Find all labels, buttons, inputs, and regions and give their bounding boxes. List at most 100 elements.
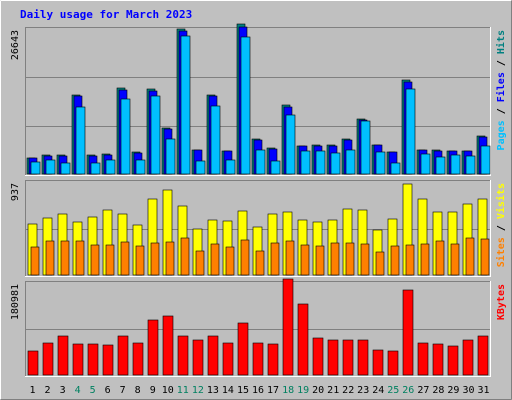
bar-pages-day-6 xyxy=(105,159,116,175)
bar-sites-day-6 xyxy=(105,244,115,276)
bar-kbytes-day-10 xyxy=(162,315,174,376)
day-label: 25 xyxy=(387,385,399,396)
day-label: 21 xyxy=(327,385,339,396)
panel-traffic-legend: Pages / Files / Hits xyxy=(495,30,507,150)
day-label: 17 xyxy=(267,385,279,396)
legend-entry-kbytes: KBytes xyxy=(496,284,507,320)
panel-kbytes-bars xyxy=(27,278,489,376)
bar-kbytes-day-6 xyxy=(102,344,114,376)
bar-kbytes-day-20 xyxy=(312,337,324,376)
bar-sites-day-31 xyxy=(480,238,490,276)
bar-pages-day-24 xyxy=(375,151,386,175)
day-label: 9 xyxy=(150,385,156,396)
bar-pages-day-15 xyxy=(240,36,251,175)
bar-pages-day-17 xyxy=(270,160,281,175)
day-label: 13 xyxy=(207,385,219,396)
bar-pages-day-11 xyxy=(180,35,191,175)
bar-kbytes-day-8 xyxy=(132,342,144,376)
day-label: 8 xyxy=(135,385,141,396)
bar-sites-day-30 xyxy=(465,237,475,276)
day-label: 6 xyxy=(105,385,111,396)
bar-pages-day-29 xyxy=(450,154,461,175)
bar-sites-day-13 xyxy=(210,243,220,276)
legend-entry-visits: Visits xyxy=(495,183,507,219)
bar-pages-day-5 xyxy=(90,162,101,175)
day-label: 2 xyxy=(44,385,50,396)
panel-visits-bars xyxy=(27,183,490,276)
bar-pages-day-27 xyxy=(420,153,431,175)
bar-sites-day-27 xyxy=(420,243,430,276)
legend-entry-sites: Sites xyxy=(495,237,507,267)
panel-kbytes-max-label: 180981 xyxy=(10,284,21,320)
bar-kbytes-day-31 xyxy=(477,335,489,376)
day-label: 14 xyxy=(222,385,234,396)
bar-kbytes-day-16 xyxy=(252,342,264,376)
bar-sites-day-21 xyxy=(330,242,340,276)
bar-sites-day-22 xyxy=(345,242,355,276)
day-label: 19 xyxy=(297,385,309,396)
bar-sites-day-24 xyxy=(375,251,385,276)
bar-sites-day-2 xyxy=(45,240,55,276)
day-label: 29 xyxy=(447,385,459,396)
bar-pages-day-18 xyxy=(285,114,296,175)
bar-sites-day-29 xyxy=(450,243,460,276)
bar-pages-day-19 xyxy=(300,150,311,175)
bar-sites-day-15 xyxy=(240,239,250,276)
day-label: 11 xyxy=(177,385,189,396)
bar-pages-day-30 xyxy=(465,155,476,175)
bar-kbytes-day-30 xyxy=(462,339,474,376)
bar-pages-day-13 xyxy=(210,105,221,175)
day-label: 10 xyxy=(162,385,174,396)
panel-traffic: 26643 Pages / Files / Hits xyxy=(10,23,507,176)
bar-pages-day-26 xyxy=(405,88,416,175)
bar-pages-day-10 xyxy=(165,138,176,175)
day-label: 16 xyxy=(252,385,264,396)
bar-pages-day-25 xyxy=(390,162,401,175)
bar-kbytes-day-13 xyxy=(207,335,219,376)
chart-title: Daily usage for March 2023 xyxy=(20,8,192,21)
bar-pages-day-3 xyxy=(60,162,71,175)
bar-kbytes-day-11 xyxy=(177,335,189,376)
day-label: 26 xyxy=(402,385,414,396)
day-label: 7 xyxy=(120,385,126,396)
bar-pages-day-8 xyxy=(135,159,146,175)
panel-visits-max-label: 937 xyxy=(10,183,21,201)
bar-pages-day-28 xyxy=(435,156,446,175)
panel-visits: 937 Sites / Visits xyxy=(10,180,507,277)
day-label: 27 xyxy=(417,385,429,396)
day-label: 30 xyxy=(462,385,474,396)
bar-sites-day-9 xyxy=(150,242,160,276)
bar-kbytes-day-24 xyxy=(372,349,384,376)
bar-kbytes-day-17 xyxy=(267,343,279,376)
chart-panels: 26643 Pages / Files / Hits 937 Sites / Visi… xyxy=(10,23,507,377)
bar-kbytes-day-4 xyxy=(72,343,84,376)
bar-sites-day-8 xyxy=(135,245,145,276)
bar-kbytes-day-9 xyxy=(147,319,159,376)
day-label: 31 xyxy=(477,385,489,396)
bar-kbytes-day-26 xyxy=(402,289,414,376)
bar-sites-day-3 xyxy=(60,240,70,276)
legend-entry-files: Files xyxy=(495,72,507,102)
bar-kbytes-day-25 xyxy=(387,350,399,376)
bar-kbytes-day-29 xyxy=(447,345,459,376)
bar-pages-day-1 xyxy=(30,161,41,175)
bar-pages-day-14 xyxy=(225,159,236,175)
day-label: 28 xyxy=(432,385,444,396)
bar-pages-day-7 xyxy=(120,98,131,175)
bar-pages-day-22 xyxy=(345,149,356,175)
bar-kbytes-day-12 xyxy=(192,339,204,376)
day-label: 22 xyxy=(342,385,354,396)
bar-sites-day-10 xyxy=(165,241,175,276)
day-label: 20 xyxy=(312,385,324,396)
bar-kbytes-day-3 xyxy=(57,335,69,376)
bar-pages-day-12 xyxy=(195,160,206,175)
bar-kbytes-day-1 xyxy=(27,350,39,376)
day-label: 18 xyxy=(282,385,294,396)
day-label: 12 xyxy=(192,385,204,396)
bar-kbytes-day-23 xyxy=(357,339,369,376)
day-label: 23 xyxy=(357,385,369,396)
bar-sites-day-28 xyxy=(435,240,445,276)
bar-kbytes-day-14 xyxy=(222,342,234,376)
bar-kbytes-day-18 xyxy=(282,278,294,376)
